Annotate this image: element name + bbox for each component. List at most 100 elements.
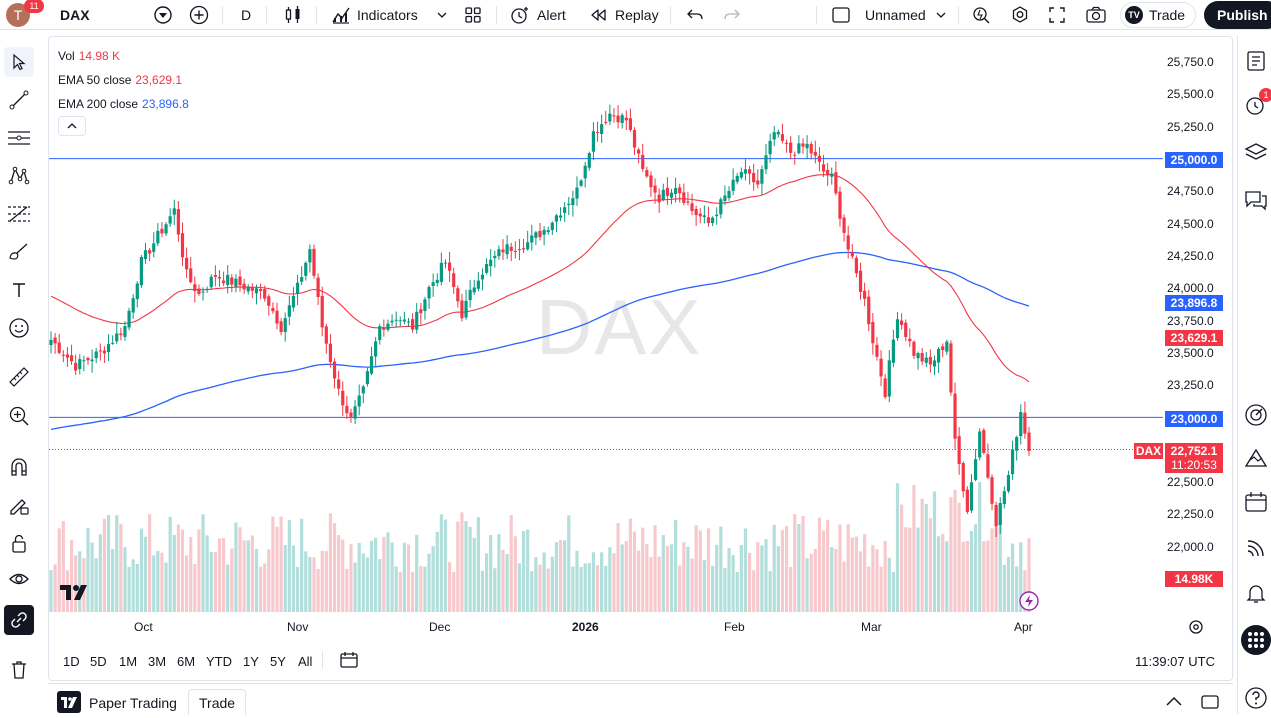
time-label-apr: Apr [1014, 620, 1033, 634]
ema200-legend[interactable]: EMA 200 close 23,896.8 [58, 97, 189, 111]
trash-icon[interactable] [4, 655, 34, 685]
emoji-icon[interactable] [4, 313, 34, 343]
undo-icon[interactable] [685, 0, 705, 30]
layout-square-icon [832, 7, 850, 23]
brush-icon[interactable] [4, 237, 34, 267]
news-stream-icon[interactable] [1241, 533, 1271, 563]
alarm-clock-icon [511, 7, 528, 24]
horizontal-lines-icon[interactable] [4, 123, 34, 153]
add-symbol-icon[interactable] [189, 0, 209, 30]
snapshot-camera-icon[interactable] [1085, 0, 1107, 30]
fib-tool-icon[interactable] [4, 199, 34, 229]
chat-icon[interactable] [1241, 185, 1271, 215]
rewind-icon [591, 9, 606, 21]
sync-link-icon[interactable] [4, 605, 34, 635]
chevron-up-icon [67, 123, 77, 129]
ruler-icon[interactable] [4, 362, 34, 392]
range-6m[interactable]: 6M [177, 654, 196, 669]
alert-button[interactable]: Alert [509, 0, 566, 30]
symbol-compare-icon[interactable] [153, 0, 173, 30]
maximize-panel-icon[interactable] [1200, 693, 1220, 716]
redo-icon[interactable] [722, 0, 742, 30]
calendar-icon[interactable] [1241, 487, 1271, 517]
publish-button[interactable]: Publish [1204, 1, 1271, 29]
paper-trading-tab[interactable]: Paper Trading [89, 695, 177, 711]
time-label-mar: Mar [861, 620, 882, 634]
screener-mountain-icon[interactable] [1241, 443, 1271, 473]
alerts-clock-icon[interactable] [1241, 90, 1271, 120]
cursor-arrow-icon[interactable] [4, 47, 34, 77]
range-all[interactable]: All [298, 654, 313, 669]
collapse-legend-button[interactable] [58, 116, 86, 136]
price-axis-label: 23,250.0 [1167, 378, 1214, 392]
draw-lock-pencil-icon[interactable] [4, 491, 34, 521]
chart-type-candles-icon[interactable] [284, 0, 302, 30]
quick-search-icon[interactable] [971, 0, 991, 30]
trade-button[interactable]: TV Trade [1120, 2, 1197, 28]
pattern-tool-icon[interactable] [4, 161, 34, 191]
eye-icon[interactable] [4, 564, 34, 594]
lock-icon[interactable] [4, 529, 34, 559]
indicators-button[interactable]: Indicators [331, 0, 418, 30]
expand-panel-chevron-icon[interactable] [1164, 694, 1184, 713]
time-label-nov: Nov [287, 620, 309, 634]
paper-trading-logo-icon [57, 691, 81, 718]
lightning-icon[interactable] [1018, 590, 1040, 617]
layout-name-button[interactable]: Unnamed [831, 0, 926, 30]
utc-clock[interactable]: 11:39:07 UTC [1135, 654, 1215, 669]
indicators-dropdown-chevron-icon[interactable] [436, 0, 448, 30]
volume-legend[interactable]: Vol 14.98 K [58, 49, 121, 63]
trade-tab[interactable]: Trade [199, 695, 236, 711]
volume-tag: 14.98K [1165, 571, 1223, 587]
drawing-toolbar [0, 36, 40, 686]
layout-dropdown-chevron-icon[interactable] [935, 0, 947, 30]
notifications-bell-icon[interactable] [1241, 578, 1271, 608]
time-axis-settings-icon[interactable] [1188, 619, 1204, 640]
price-axis-label: 22,500.0 [1167, 475, 1214, 489]
price-axis-label: 23,500.0 [1167, 346, 1214, 360]
right-sidebar: 1 [1237, 36, 1271, 714]
watchlist-icon[interactable] [1241, 46, 1271, 76]
range-ytd[interactable]: YTD [206, 654, 232, 669]
symbol-search[interactable]: DAX [60, 7, 90, 23]
price-axis-label: 24,500.0 [1167, 217, 1214, 231]
hline-23000-tag: 23,000.0 [1165, 411, 1223, 427]
goto-date-calendar-icon[interactable] [338, 650, 360, 675]
tradingview-logo-icon[interactable] [60, 583, 92, 606]
range-5y[interactable]: 5Y [270, 654, 286, 669]
ema50-legend[interactable]: EMA 50 close 23,629.1 [58, 73, 183, 87]
help-question-icon[interactable] [1241, 683, 1271, 713]
alerts-badge: 1 [1259, 88, 1271, 102]
price-axis-label: 22,000.0 [1167, 540, 1214, 554]
ema200-price-tag: 23,896.8 [1165, 295, 1223, 311]
ideas-target-icon[interactable] [1241, 400, 1271, 430]
price-axis-label: 25,750.0 [1167, 55, 1214, 69]
last-symbol-tag: DAX [1134, 443, 1163, 459]
price-axis-label: 25,250.0 [1167, 120, 1214, 134]
indicators-icon [332, 7, 350, 24]
object-tree-layers-icon[interactable] [1241, 137, 1271, 167]
range-1d[interactable]: 1D [63, 654, 80, 669]
notification-badge: 11 [24, 0, 44, 13]
zoom-in-icon[interactable] [4, 401, 34, 431]
range-1y[interactable]: 1Y [243, 654, 259, 669]
range-5d[interactable]: 5D [90, 654, 107, 669]
magnet-icon[interactable] [4, 452, 34, 482]
price-axis-label: 24,250.0 [1167, 249, 1214, 263]
time-label-oct: Oct [134, 620, 153, 634]
top-toolbar: T 11 DAX D Indicators Alert Replay Unnam… [0, 0, 1271, 30]
apps-grid-icon[interactable] [1241, 625, 1271, 655]
range-1m[interactable]: 1M [119, 654, 138, 669]
fullscreen-icon[interactable] [1047, 0, 1067, 30]
hline-25000-tag: 25,000.0 [1165, 152, 1223, 168]
interval-selector[interactable]: D [241, 7, 252, 23]
chart-pane[interactable] [48, 36, 1233, 681]
layout-grid-icon[interactable] [463, 0, 483, 30]
settings-gear-icon[interactable] [1010, 0, 1030, 30]
last-price-tag: 22,752.1 [1165, 443, 1223, 459]
replay-button[interactable]: Replay [589, 0, 659, 30]
chart-legend: Vol 14.98 K EMA 50 close 23,629.1 EMA 200 … [58, 44, 189, 116]
range-3m[interactable]: 3M [148, 654, 167, 669]
text-tool-icon[interactable] [4, 275, 34, 305]
trend-line-icon[interactable] [4, 85, 34, 115]
